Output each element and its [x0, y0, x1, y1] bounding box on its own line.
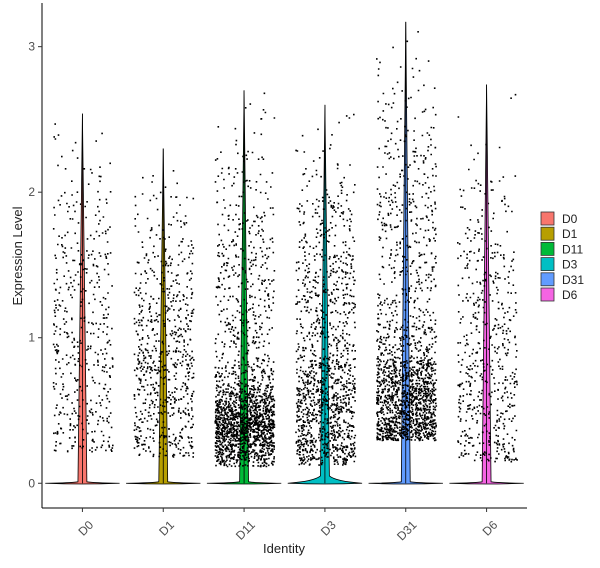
x-tick-label: D6 [480, 518, 501, 539]
x-tick-label: D1 [156, 518, 177, 539]
legend-swatch [540, 257, 555, 272]
x-tick-label: D0 [75, 518, 96, 539]
violin-group-d31 [368, 21, 443, 485]
points-d31 [376, 31, 438, 442]
legend-swatch [540, 211, 555, 226]
y-tick-label: 1 [28, 331, 35, 345]
violin-group-d1 [126, 148, 201, 485]
legend-swatch [540, 272, 555, 287]
y-tick-label: 3 [28, 40, 35, 54]
legend-item-d3: D3 [540, 257, 578, 272]
y-axis-title: Expression Level [10, 206, 25, 305]
x-axis-title: Identity [263, 541, 305, 556]
legend-label: D11 [562, 242, 583, 256]
legend-label: D1 [562, 227, 578, 241]
y-tick-label: 0 [28, 476, 35, 490]
x-axis-ticks: D0 D1 D11 D3 D31 D6 [75, 508, 501, 544]
legend-item-d1: D1 [540, 226, 578, 241]
x-tick-label: D11 [233, 518, 258, 543]
x-tick-label: D3 [318, 518, 339, 539]
legend-label: D3 [562, 258, 578, 272]
legend-swatch [540, 287, 555, 302]
legend-label: D0 [562, 212, 578, 226]
points-d3 [295, 113, 357, 466]
x-tick-label: D31 [394, 518, 420, 544]
plot-area [45, 21, 524, 485]
legend-item-d0: D0 [540, 211, 578, 226]
violin-group-d0 [45, 113, 120, 485]
legend-item-d11: D11 [540, 241, 583, 256]
legend-label: D31 [562, 273, 584, 287]
y-tick-label: 2 [28, 185, 35, 199]
legend-item-d31: D31 [540, 272, 584, 287]
legend-label: D6 [562, 288, 578, 302]
legend-swatch [540, 241, 555, 256]
points-d6 [457, 93, 518, 463]
violin-group-d3 [287, 104, 363, 485]
legend-swatch [540, 226, 555, 241]
y-axis-ticks: 0 1 2 3 [28, 40, 42, 490]
violin-group-d6 [449, 84, 524, 485]
points-d11 [214, 92, 276, 468]
violin-group-d11 [206, 90, 282, 485]
legend-item-d6: D6 [540, 287, 578, 302]
